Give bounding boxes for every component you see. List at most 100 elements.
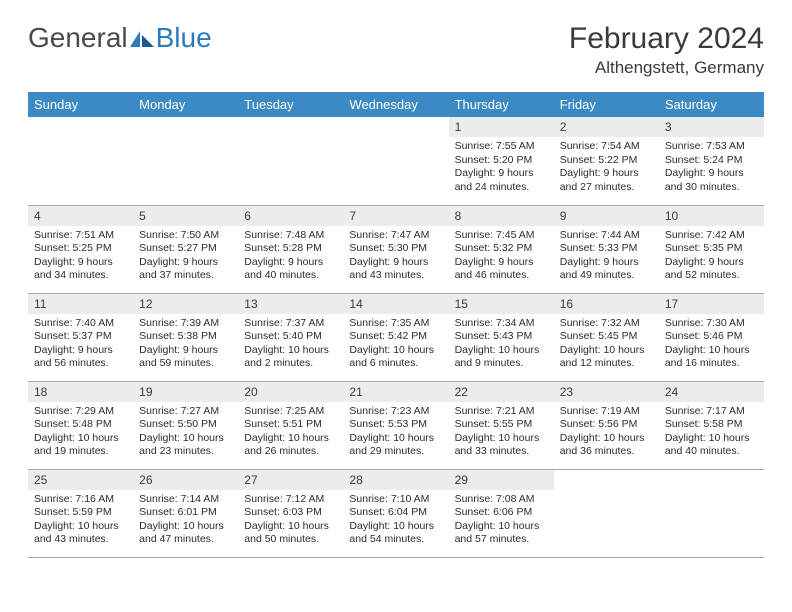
day-number: 16 bbox=[554, 294, 659, 314]
day-number: 8 bbox=[449, 206, 554, 226]
calendar-day-cell: 13Sunrise: 7:37 AMSunset: 5:40 PMDayligh… bbox=[238, 293, 343, 381]
calendar-day-cell: 16Sunrise: 7:32 AMSunset: 5:45 PMDayligh… bbox=[554, 293, 659, 381]
location-subtitle: Althengstett, Germany bbox=[569, 58, 764, 78]
day-details: Sunrise: 7:17 AMSunset: 5:58 PMDaylight:… bbox=[659, 402, 764, 464]
logo: General Blue bbox=[28, 22, 212, 54]
day-details: Sunrise: 7:30 AMSunset: 5:46 PMDaylight:… bbox=[659, 314, 764, 376]
day-number: 13 bbox=[238, 294, 343, 314]
day-details: Sunrise: 7:35 AMSunset: 5:42 PMDaylight:… bbox=[343, 314, 448, 376]
calendar-day-cell: 19Sunrise: 7:27 AMSunset: 5:50 PMDayligh… bbox=[133, 381, 238, 469]
calendar-day-cell: 27Sunrise: 7:12 AMSunset: 6:03 PMDayligh… bbox=[238, 469, 343, 557]
calendar-day-cell bbox=[133, 117, 238, 205]
calendar-day-cell bbox=[28, 117, 133, 205]
calendar-day-cell bbox=[659, 469, 764, 557]
calendar-day-cell: 20Sunrise: 7:25 AMSunset: 5:51 PMDayligh… bbox=[238, 381, 343, 469]
day-details: Sunrise: 7:40 AMSunset: 5:37 PMDaylight:… bbox=[28, 314, 133, 376]
calendar-week-row: 25Sunrise: 7:16 AMSunset: 5:59 PMDayligh… bbox=[28, 469, 764, 557]
day-number: 20 bbox=[238, 382, 343, 402]
calendar-day-cell: 18Sunrise: 7:29 AMSunset: 5:48 PMDayligh… bbox=[28, 381, 133, 469]
day-number: 10 bbox=[659, 206, 764, 226]
calendar-day-cell bbox=[238, 117, 343, 205]
month-title: February 2024 bbox=[569, 22, 764, 56]
day-details: Sunrise: 7:29 AMSunset: 5:48 PMDaylight:… bbox=[28, 402, 133, 464]
calendar-day-cell: 3Sunrise: 7:53 AMSunset: 5:24 PMDaylight… bbox=[659, 117, 764, 205]
day-number: 29 bbox=[449, 470, 554, 490]
weekday-header: Friday bbox=[554, 92, 659, 117]
calendar-week-row: 18Sunrise: 7:29 AMSunset: 5:48 PMDayligh… bbox=[28, 381, 764, 469]
day-details: Sunrise: 7:16 AMSunset: 5:59 PMDaylight:… bbox=[28, 490, 133, 552]
calendar-day-cell: 28Sunrise: 7:10 AMSunset: 6:04 PMDayligh… bbox=[343, 469, 448, 557]
calendar-day-cell bbox=[554, 469, 659, 557]
day-number: 19 bbox=[133, 382, 238, 402]
day-number: 3 bbox=[659, 117, 764, 137]
day-number: 14 bbox=[343, 294, 448, 314]
day-number: 12 bbox=[133, 294, 238, 314]
logo-sail-icon bbox=[130, 29, 154, 47]
day-number: 7 bbox=[343, 206, 448, 226]
day-details: Sunrise: 7:44 AMSunset: 5:33 PMDaylight:… bbox=[554, 226, 659, 288]
day-number: 5 bbox=[133, 206, 238, 226]
day-details: Sunrise: 7:19 AMSunset: 5:56 PMDaylight:… bbox=[554, 402, 659, 464]
title-block: February 2024 Althengstett, Germany bbox=[569, 22, 764, 78]
calendar-day-cell: 25Sunrise: 7:16 AMSunset: 5:59 PMDayligh… bbox=[28, 469, 133, 557]
day-number: 6 bbox=[238, 206, 343, 226]
day-number: 22 bbox=[449, 382, 554, 402]
day-number: 28 bbox=[343, 470, 448, 490]
day-number: 25 bbox=[28, 470, 133, 490]
weekday-header: Sunday bbox=[28, 92, 133, 117]
day-number: 11 bbox=[28, 294, 133, 314]
calendar-day-cell: 4Sunrise: 7:51 AMSunset: 5:25 PMDaylight… bbox=[28, 205, 133, 293]
day-number: 2 bbox=[554, 117, 659, 137]
calendar-day-cell: 12Sunrise: 7:39 AMSunset: 5:38 PMDayligh… bbox=[133, 293, 238, 381]
calendar-day-cell: 5Sunrise: 7:50 AMSunset: 5:27 PMDaylight… bbox=[133, 205, 238, 293]
weekday-header: Monday bbox=[133, 92, 238, 117]
day-details: Sunrise: 7:23 AMSunset: 5:53 PMDaylight:… bbox=[343, 402, 448, 464]
calendar-day-cell: 17Sunrise: 7:30 AMSunset: 5:46 PMDayligh… bbox=[659, 293, 764, 381]
day-number: 24 bbox=[659, 382, 764, 402]
day-number: 26 bbox=[133, 470, 238, 490]
day-details: Sunrise: 7:37 AMSunset: 5:40 PMDaylight:… bbox=[238, 314, 343, 376]
day-details: Sunrise: 7:12 AMSunset: 6:03 PMDaylight:… bbox=[238, 490, 343, 552]
calendar-day-cell: 14Sunrise: 7:35 AMSunset: 5:42 PMDayligh… bbox=[343, 293, 448, 381]
day-number: 4 bbox=[28, 206, 133, 226]
calendar-week-row: 1Sunrise: 7:55 AMSunset: 5:20 PMDaylight… bbox=[28, 117, 764, 205]
weekday-header: Thursday bbox=[449, 92, 554, 117]
page-header: General Blue February 2024 Althengstett,… bbox=[28, 22, 764, 78]
calendar-week-row: 4Sunrise: 7:51 AMSunset: 5:25 PMDaylight… bbox=[28, 205, 764, 293]
calendar-day-cell: 1Sunrise: 7:55 AMSunset: 5:20 PMDaylight… bbox=[449, 117, 554, 205]
calendar-day-cell: 10Sunrise: 7:42 AMSunset: 5:35 PMDayligh… bbox=[659, 205, 764, 293]
day-number: 9 bbox=[554, 206, 659, 226]
day-number: 1 bbox=[449, 117, 554, 137]
day-details: Sunrise: 7:50 AMSunset: 5:27 PMDaylight:… bbox=[133, 226, 238, 288]
day-number: 27 bbox=[238, 470, 343, 490]
day-details: Sunrise: 7:21 AMSunset: 5:55 PMDaylight:… bbox=[449, 402, 554, 464]
day-details: Sunrise: 7:51 AMSunset: 5:25 PMDaylight:… bbox=[28, 226, 133, 288]
calendar-day-cell: 6Sunrise: 7:48 AMSunset: 5:28 PMDaylight… bbox=[238, 205, 343, 293]
day-details: Sunrise: 7:45 AMSunset: 5:32 PMDaylight:… bbox=[449, 226, 554, 288]
day-details: Sunrise: 7:08 AMSunset: 6:06 PMDaylight:… bbox=[449, 490, 554, 552]
day-details: Sunrise: 7:25 AMSunset: 5:51 PMDaylight:… bbox=[238, 402, 343, 464]
calendar-day-cell: 2Sunrise: 7:54 AMSunset: 5:22 PMDaylight… bbox=[554, 117, 659, 205]
day-details: Sunrise: 7:34 AMSunset: 5:43 PMDaylight:… bbox=[449, 314, 554, 376]
calendar-day-cell: 9Sunrise: 7:44 AMSunset: 5:33 PMDaylight… bbox=[554, 205, 659, 293]
day-details: Sunrise: 7:54 AMSunset: 5:22 PMDaylight:… bbox=[554, 137, 659, 199]
calendar-day-cell bbox=[343, 117, 448, 205]
calendar-day-cell: 21Sunrise: 7:23 AMSunset: 5:53 PMDayligh… bbox=[343, 381, 448, 469]
day-number: 18 bbox=[28, 382, 133, 402]
day-number: 15 bbox=[449, 294, 554, 314]
calendar-day-cell: 23Sunrise: 7:19 AMSunset: 5:56 PMDayligh… bbox=[554, 381, 659, 469]
day-details: Sunrise: 7:27 AMSunset: 5:50 PMDaylight:… bbox=[133, 402, 238, 464]
day-details: Sunrise: 7:42 AMSunset: 5:35 PMDaylight:… bbox=[659, 226, 764, 288]
day-number: 21 bbox=[343, 382, 448, 402]
logo-text-1: General bbox=[28, 22, 128, 54]
calendar-day-cell: 11Sunrise: 7:40 AMSunset: 5:37 PMDayligh… bbox=[28, 293, 133, 381]
calendar-table: SundayMondayTuesdayWednesdayThursdayFrid… bbox=[28, 92, 764, 558]
day-details: Sunrise: 7:55 AMSunset: 5:20 PMDaylight:… bbox=[449, 137, 554, 199]
calendar-page: General Blue February 2024 Althengstett,… bbox=[0, 0, 792, 574]
day-details: Sunrise: 7:53 AMSunset: 5:24 PMDaylight:… bbox=[659, 137, 764, 199]
weekday-header-row: SundayMondayTuesdayWednesdayThursdayFrid… bbox=[28, 92, 764, 117]
calendar-day-cell: 7Sunrise: 7:47 AMSunset: 5:30 PMDaylight… bbox=[343, 205, 448, 293]
day-details: Sunrise: 7:48 AMSunset: 5:28 PMDaylight:… bbox=[238, 226, 343, 288]
calendar-day-cell: 15Sunrise: 7:34 AMSunset: 5:43 PMDayligh… bbox=[449, 293, 554, 381]
weekday-header: Wednesday bbox=[343, 92, 448, 117]
